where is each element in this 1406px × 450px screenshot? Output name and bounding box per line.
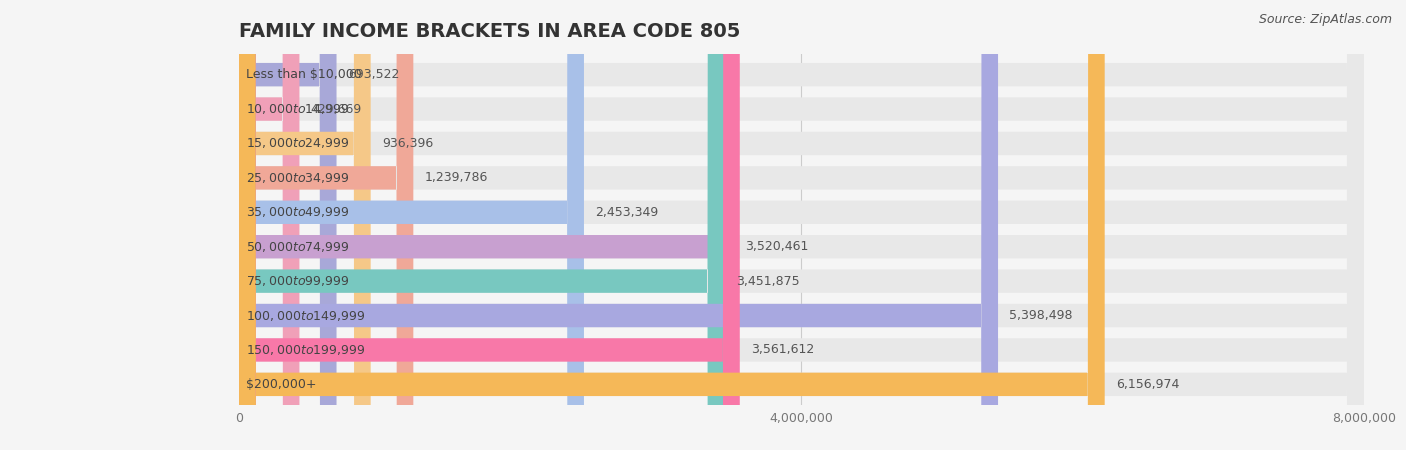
FancyBboxPatch shape — [239, 0, 724, 450]
FancyBboxPatch shape — [239, 0, 1364, 450]
FancyBboxPatch shape — [239, 0, 1364, 450]
Text: 3,561,612: 3,561,612 — [751, 343, 814, 356]
FancyBboxPatch shape — [239, 0, 740, 450]
FancyBboxPatch shape — [239, 0, 1364, 450]
FancyBboxPatch shape — [239, 0, 1364, 450]
Text: 5,398,498: 5,398,498 — [1010, 309, 1073, 322]
FancyBboxPatch shape — [239, 0, 1364, 450]
Text: $50,000 to $74,999: $50,000 to $74,999 — [246, 240, 350, 254]
Text: Source: ZipAtlas.com: Source: ZipAtlas.com — [1258, 14, 1392, 27]
Text: $200,000+: $200,000+ — [246, 378, 316, 391]
FancyBboxPatch shape — [239, 0, 1364, 450]
Text: 2,453,349: 2,453,349 — [595, 206, 658, 219]
FancyBboxPatch shape — [239, 0, 371, 450]
FancyBboxPatch shape — [239, 0, 998, 450]
Text: Less than $10,000: Less than $10,000 — [246, 68, 361, 81]
Text: $100,000 to $149,999: $100,000 to $149,999 — [246, 309, 366, 323]
FancyBboxPatch shape — [239, 0, 1105, 450]
FancyBboxPatch shape — [239, 0, 1364, 450]
Text: FAMILY INCOME BRACKETS IN AREA CODE 805: FAMILY INCOME BRACKETS IN AREA CODE 805 — [239, 22, 741, 41]
Text: 1,239,786: 1,239,786 — [425, 171, 488, 184]
Text: $15,000 to $24,999: $15,000 to $24,999 — [246, 136, 350, 150]
Text: 693,522: 693,522 — [347, 68, 399, 81]
FancyBboxPatch shape — [239, 0, 336, 450]
FancyBboxPatch shape — [239, 0, 583, 450]
Text: 3,520,461: 3,520,461 — [745, 240, 808, 253]
Text: $75,000 to $99,999: $75,000 to $99,999 — [246, 274, 350, 288]
Text: 936,396: 936,396 — [382, 137, 433, 150]
Text: 429,669: 429,669 — [311, 103, 361, 116]
FancyBboxPatch shape — [239, 0, 1364, 450]
Text: $35,000 to $49,999: $35,000 to $49,999 — [246, 205, 350, 219]
FancyBboxPatch shape — [239, 0, 1364, 450]
Text: $25,000 to $34,999: $25,000 to $34,999 — [246, 171, 350, 185]
Text: 6,156,974: 6,156,974 — [1116, 378, 1180, 391]
Text: 3,451,875: 3,451,875 — [735, 274, 799, 288]
Text: $150,000 to $199,999: $150,000 to $199,999 — [246, 343, 366, 357]
FancyBboxPatch shape — [239, 0, 734, 450]
FancyBboxPatch shape — [239, 0, 413, 450]
FancyBboxPatch shape — [239, 0, 1364, 450]
FancyBboxPatch shape — [239, 0, 299, 450]
Text: $10,000 to $14,999: $10,000 to $14,999 — [246, 102, 350, 116]
